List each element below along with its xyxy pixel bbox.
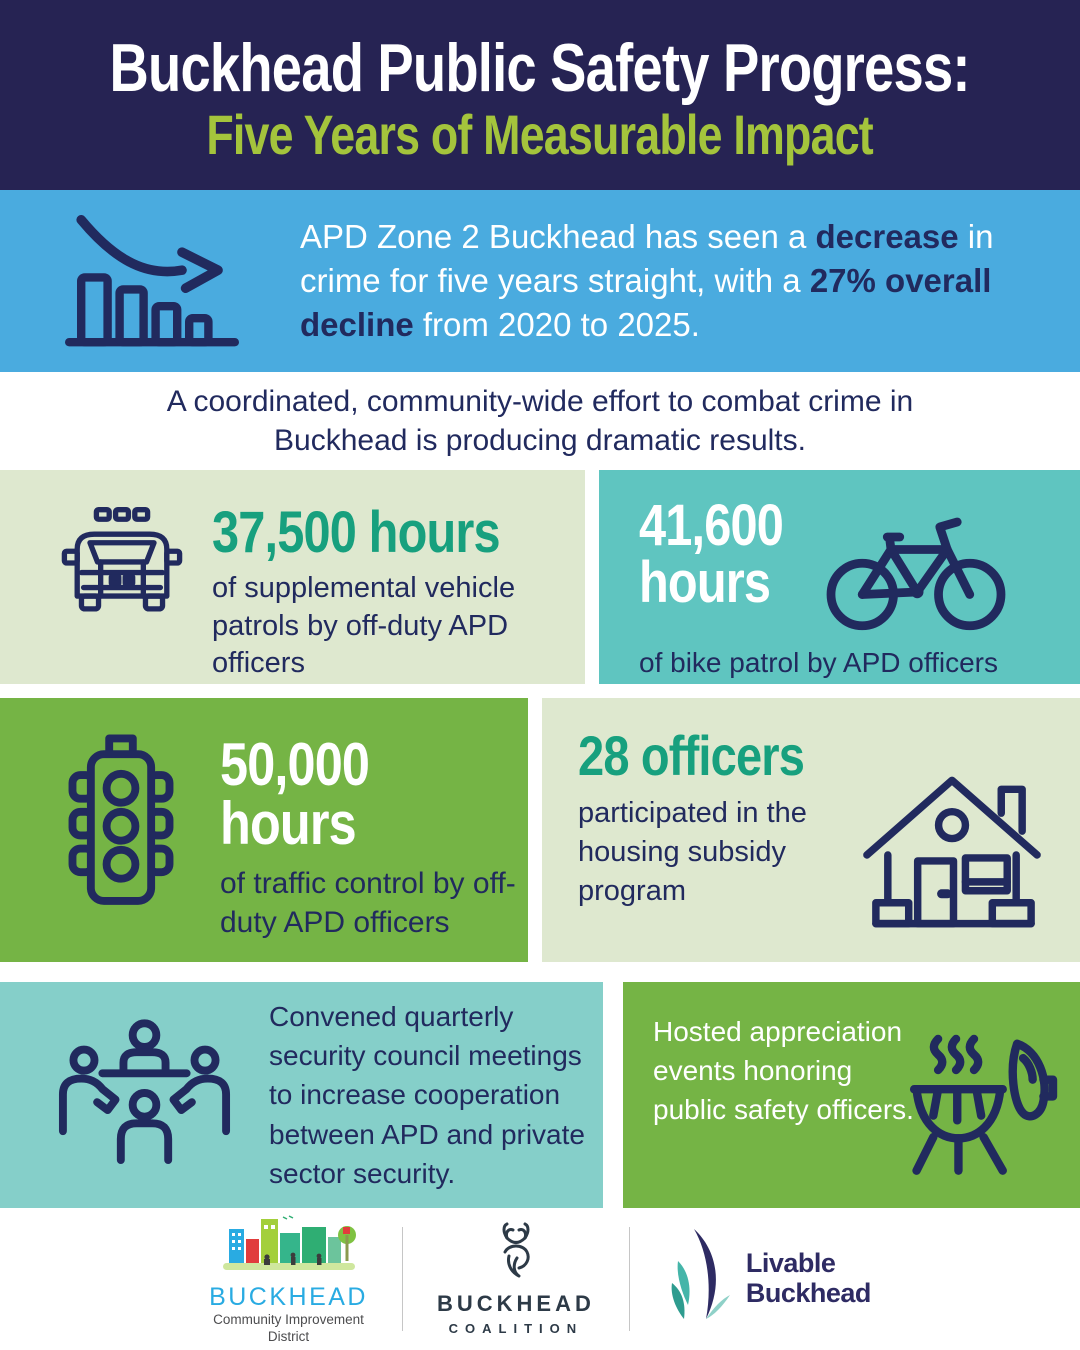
tagline-text: A coordinated, community-wide effort to …	[166, 385, 914, 457]
intro-band: APD Zone 2 Buckhead has seen a decrease …	[0, 190, 1080, 372]
coalition-wordmark: BUCKHEAD	[436, 1291, 595, 1316]
livable-leaf-icon	[664, 1227, 740, 1332]
tagline-band: A coordinated, community-wide effort to …	[0, 372, 1080, 470]
bbq-grill-icon	[890, 1027, 1058, 1190]
cid-subtitle-line1: Community Improvement	[213, 1311, 364, 1327]
cid-wordmark: BUCKHEAD	[209, 1282, 368, 1311]
logo-divider	[628, 1227, 630, 1331]
stat-traffic-unit: hours	[220, 789, 357, 857]
logo-buckhead-coalition: BUCKHEAD COALITION	[437, 1222, 595, 1336]
security-council-text: Convened quarterly security council meet…	[269, 1001, 585, 1189]
footer-logo-bar: BUCKHEAD Community Improvement District …	[0, 1208, 1080, 1350]
intro-statement: APD Zone 2 Buckhead has seen a decrease …	[300, 218, 994, 343]
livable-word-line1: Livable	[745, 1248, 836, 1279]
logo-buckhead-cid: BUCKHEAD Community Improvement District	[209, 1213, 368, 1346]
bicycle-icon	[816, 512, 1016, 637]
coalition-stag-icon	[493, 1222, 539, 1285]
card-housing-subsidy: 28 officers participated in the housing …	[542, 698, 1080, 962]
appreciation-events-text: Hosted appreciation events honoring publ…	[653, 1016, 914, 1126]
livable-word-line2: Buckhead	[745, 1278, 872, 1308]
logo-livable-buckhead: Livable Buckhead	[664, 1227, 871, 1332]
stat-officers: 28 officers	[578, 724, 805, 787]
stat-vehicle-hours: 37,500 hours	[212, 500, 501, 565]
stat-traffic-number: 50,000	[220, 731, 370, 798]
header-banner: Buckhead Public Safety Progress: Five Ye…	[0, 0, 1080, 190]
page-subtitle: Five Years of Measurable Impact	[206, 103, 874, 167]
logo-divider	[401, 1227, 403, 1331]
police-car-icon	[58, 504, 186, 684]
stat-bike-number: 41,600	[639, 493, 784, 558]
cid-subtitle-line2: District	[267, 1328, 310, 1344]
traffic-light-icon	[62, 732, 180, 962]
stat-traffic-description: of traffic control by off-duty APD offic…	[220, 866, 516, 939]
declining-bar-chart-arrow-icon	[62, 205, 242, 362]
stat-vehicle-description: of supplemental vehicle patrols by off-d…	[212, 572, 516, 680]
card-appreciation-events: Hosted appreciation events honoring publ…	[623, 982, 1080, 1208]
stat-card-grid: 37,500 hours of supplemental vehicle pat…	[0, 470, 1080, 1208]
stat-bike-unit: hours	[639, 549, 771, 615]
page-title: Buckhead Public Safety Progress:	[109, 29, 971, 106]
card-vehicle-patrols: 37,500 hours of supplemental vehicle pat…	[0, 470, 585, 684]
card-traffic-control: 50,000 hours of traffic control by off-d…	[0, 698, 528, 962]
stat-bike-description: of bike patrol by APD officers	[639, 647, 998, 678]
card-security-council: Convened quarterly security council meet…	[0, 982, 603, 1208]
stat-officers-description: participated in the housing subsidy prog…	[578, 797, 807, 908]
cid-skyline-icon	[219, 1213, 359, 1280]
meeting-table-icon	[52, 1018, 237, 1173]
card-bike-patrol: 41,600 hours	[599, 470, 1080, 684]
coalition-subtitle: COALITION	[448, 1321, 584, 1336]
house-icon	[852, 765, 1052, 938]
